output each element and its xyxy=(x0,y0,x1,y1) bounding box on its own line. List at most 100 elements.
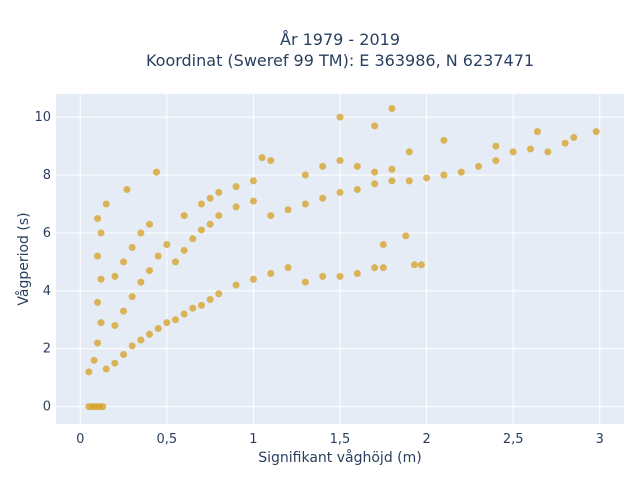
gridlines xyxy=(56,94,624,424)
data-point xyxy=(336,188,344,196)
data-point xyxy=(206,220,214,228)
data-point xyxy=(249,275,257,283)
data-point xyxy=(492,142,500,150)
data-point xyxy=(180,212,188,220)
data-point xyxy=(111,359,119,367)
x-tick-label: 0,5 xyxy=(156,432,177,447)
data-point xyxy=(154,324,162,332)
data-point xyxy=(509,148,517,156)
data-point xyxy=(97,275,105,283)
x-tick-label: 0 xyxy=(76,432,84,447)
data-point xyxy=(180,310,188,318)
data-point xyxy=(319,272,327,280)
y-tick-label: 2 xyxy=(43,342,51,357)
data-point xyxy=(267,269,275,277)
data-point xyxy=(197,226,205,234)
data-point xyxy=(215,290,223,298)
data-point xyxy=(353,186,361,194)
data-point xyxy=(146,267,154,275)
data-point xyxy=(137,278,145,286)
y-tick-label: 0 xyxy=(43,400,51,415)
data-point xyxy=(128,293,136,301)
data-point xyxy=(405,177,413,185)
data-point xyxy=(249,177,257,185)
data-point xyxy=(94,339,102,347)
data-point xyxy=(319,162,327,170)
data-point xyxy=(371,168,379,176)
data-point xyxy=(102,365,110,373)
data-point xyxy=(457,168,465,176)
data-point xyxy=(301,278,309,286)
data-point xyxy=(215,212,223,220)
data-point xyxy=(99,403,107,411)
data-point xyxy=(180,246,188,254)
x-tick-label: 2 xyxy=(422,432,430,447)
data-point xyxy=(85,368,93,376)
data-point xyxy=(440,171,448,179)
x-tick-labels: 0 0,5 1 1,5 2 2,5 3 xyxy=(76,432,604,447)
data-point xyxy=(232,203,240,211)
data-point xyxy=(154,252,162,260)
data-point xyxy=(440,136,448,144)
data-point xyxy=(128,243,136,251)
data-point xyxy=(152,168,160,176)
data-point xyxy=(544,148,552,156)
y-tick-label: 8 xyxy=(43,168,51,183)
data-point xyxy=(475,162,483,170)
data-point xyxy=(189,304,197,312)
data-point xyxy=(120,258,128,266)
x-axis-label: Signifikant våghöjd (m) xyxy=(258,449,421,466)
x-tick-label: 3 xyxy=(596,432,604,447)
data-point xyxy=(128,342,136,350)
data-point xyxy=(102,200,110,208)
data-point xyxy=(267,212,275,220)
data-point xyxy=(163,241,171,249)
data-point xyxy=(353,269,361,277)
data-point xyxy=(301,200,309,208)
data-point xyxy=(388,104,396,112)
data-point xyxy=(371,180,379,188)
data-point xyxy=(123,186,131,194)
data-point xyxy=(405,148,413,156)
x-tick-label: 2,5 xyxy=(503,432,524,447)
data-point xyxy=(371,264,379,272)
data-point xyxy=(379,264,387,272)
data-point xyxy=(90,356,98,364)
data-point xyxy=(206,194,214,202)
data-point xyxy=(258,154,266,162)
data-point xyxy=(249,197,257,205)
data-point xyxy=(402,232,410,240)
y-tick-label: 6 xyxy=(43,226,51,241)
data-point xyxy=(336,157,344,165)
data-point xyxy=(232,281,240,289)
x-tick-label: 1 xyxy=(249,432,257,447)
data-point xyxy=(379,241,387,249)
data-point xyxy=(284,206,292,214)
data-point xyxy=(417,261,425,269)
data-point xyxy=(111,272,119,280)
data-point xyxy=(197,301,205,309)
data-point xyxy=(120,307,128,315)
chart-title-line-1: År 1979 - 2019 xyxy=(280,30,400,49)
data-point xyxy=(163,319,171,327)
data-point xyxy=(146,220,154,228)
data-point xyxy=(492,157,500,165)
data-point xyxy=(146,330,154,338)
data-point xyxy=(592,128,600,136)
data-point xyxy=(206,296,214,304)
data-point xyxy=(526,145,534,153)
data-point xyxy=(570,133,578,141)
data-point xyxy=(336,113,344,121)
data-point xyxy=(171,258,179,266)
data-point xyxy=(97,229,105,237)
x-tick-label: 1,5 xyxy=(330,432,351,447)
data-point xyxy=(94,252,102,260)
data-point xyxy=(94,214,102,222)
data-point xyxy=(137,336,145,344)
data-point xyxy=(388,177,396,185)
data-point xyxy=(215,188,223,196)
data-point xyxy=(94,298,102,306)
data-point xyxy=(171,316,179,324)
data-point xyxy=(284,264,292,272)
